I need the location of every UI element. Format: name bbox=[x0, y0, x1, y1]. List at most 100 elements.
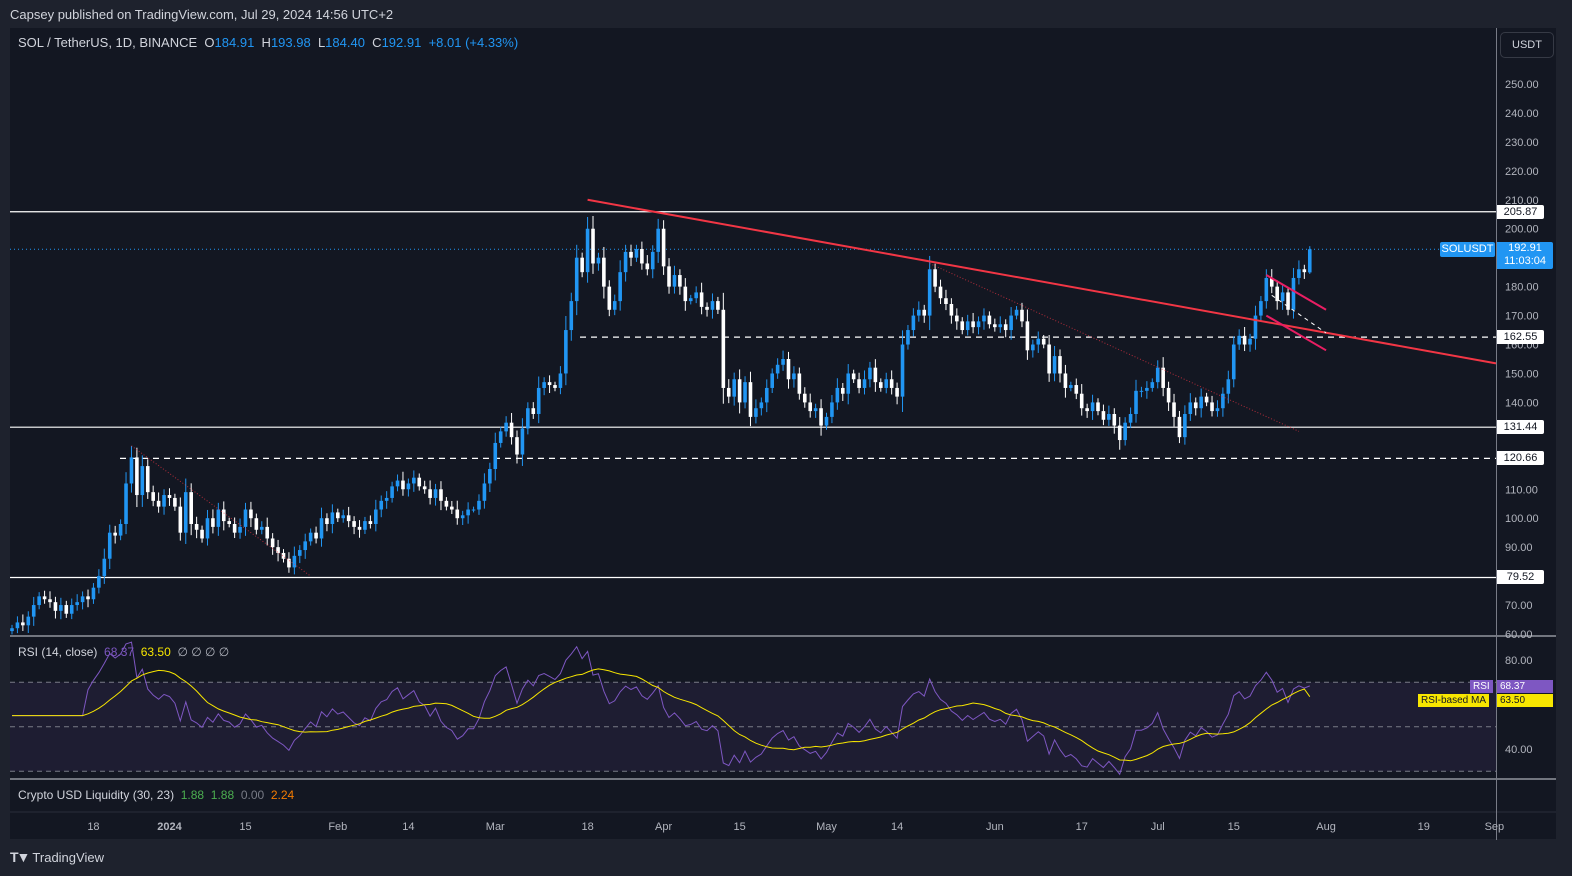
candles bbox=[10, 215, 1312, 635]
candle-body bbox=[1074, 385, 1079, 394]
candle-body bbox=[504, 422, 508, 432]
time-tick: 15 bbox=[1228, 821, 1240, 833]
candle-body bbox=[922, 309, 927, 316]
candle-body bbox=[232, 523, 237, 533]
liquidity-title[interactable]: Crypto USD Liquidity (30, 23) bbox=[18, 788, 175, 802]
candle-body bbox=[694, 292, 698, 299]
candle-body bbox=[591, 228, 595, 264]
candle-body bbox=[80, 596, 85, 603]
candle-body bbox=[917, 309, 921, 316]
candle-body bbox=[868, 367, 872, 380]
time-tick: Jun bbox=[986, 821, 1004, 833]
time-tick: Apr bbox=[655, 821, 672, 833]
high-value: 193.98 bbox=[270, 35, 311, 50]
rsi-ma-tag-label: RSI-based MA bbox=[1418, 694, 1490, 707]
symbol-title[interactable]: SOL / TetherUS, 1D, BINANCE bbox=[18, 35, 198, 50]
candle-body bbox=[786, 358, 791, 380]
candle-body bbox=[140, 466, 145, 496]
published-by-text: Capsey published on TradingView.com, Jul… bbox=[10, 7, 394, 22]
candle-body bbox=[813, 408, 818, 412]
candle-body bbox=[162, 495, 166, 507]
candle-body bbox=[91, 587, 96, 600]
candle-body bbox=[325, 518, 329, 524]
candle-body bbox=[1090, 402, 1095, 412]
candle-body bbox=[417, 477, 422, 487]
candle-body bbox=[1172, 402, 1176, 417]
candle-body bbox=[515, 437, 519, 455]
candle-body bbox=[1036, 338, 1041, 345]
rsi-ma-value: 63.50 bbox=[140, 645, 171, 659]
close-label: C bbox=[372, 35, 382, 50]
candle-body bbox=[53, 602, 58, 611]
candle-body bbox=[189, 492, 193, 524]
candle-body bbox=[368, 521, 373, 524]
candle-body bbox=[678, 275, 682, 287]
candle-body bbox=[1237, 335, 1241, 345]
tradingview-logo[interactable]: T▼ TradingView bbox=[10, 849, 104, 865]
candle-body bbox=[553, 385, 557, 388]
price-tick: 230.00 bbox=[1505, 137, 1539, 149]
candle-body bbox=[1297, 269, 1301, 278]
rsi-na-values: ∅ ∅ ∅ ∅ bbox=[177, 645, 230, 659]
time-tick: Mar bbox=[486, 821, 505, 833]
currency-button[interactable]: USDT bbox=[1500, 32, 1554, 58]
candle-body bbox=[987, 315, 992, 325]
time-tick: 17 bbox=[1076, 821, 1088, 833]
candle-body bbox=[243, 509, 248, 527]
candle-body bbox=[406, 483, 411, 490]
candle-body bbox=[384, 497, 389, 501]
price-tick: 60.00 bbox=[1505, 629, 1533, 641]
candle-body bbox=[748, 382, 753, 417]
candle-body bbox=[1183, 413, 1187, 438]
candle-body bbox=[764, 387, 769, 403]
candle-body bbox=[135, 457, 139, 496]
candle-body bbox=[1259, 301, 1263, 316]
candle-body bbox=[259, 526, 264, 530]
candle-body bbox=[797, 373, 802, 394]
candle-body bbox=[64, 605, 69, 614]
candle-body bbox=[216, 509, 221, 527]
candle-body bbox=[401, 480, 405, 490]
candle-body bbox=[200, 529, 204, 539]
candle-body bbox=[1128, 413, 1133, 423]
candle-body bbox=[1009, 315, 1013, 331]
price-tick: 240.00 bbox=[1505, 108, 1539, 120]
rsi-title[interactable]: RSI (14, close) bbox=[18, 645, 98, 659]
candle-body bbox=[781, 358, 785, 365]
candle-body bbox=[97, 576, 101, 588]
candle-body bbox=[683, 286, 688, 302]
last-price: 192.91 bbox=[1508, 242, 1542, 254]
chart-frame[interactable] bbox=[10, 28, 1556, 839]
rsi-ma-line bbox=[12, 668, 1311, 762]
candle-body bbox=[1264, 277, 1269, 302]
last-price-tag: 192.91 11:03:04 bbox=[1497, 242, 1553, 269]
candle-body bbox=[955, 315, 959, 322]
candle-body bbox=[1215, 408, 1220, 412]
candle-body bbox=[471, 509, 476, 511]
candle-body bbox=[303, 541, 308, 551]
candle-body bbox=[292, 555, 297, 568]
candle-body bbox=[520, 428, 525, 455]
liquidity-value-4: 2.24 bbox=[270, 788, 295, 802]
candle-body bbox=[526, 408, 530, 429]
candle-body bbox=[824, 416, 829, 426]
candle-body bbox=[840, 387, 845, 394]
rsi-ma-tag-value: 63.50 bbox=[1497, 694, 1553, 707]
candle-body bbox=[15, 622, 20, 629]
candle-body bbox=[1085, 408, 1089, 412]
candle-body bbox=[69, 605, 74, 614]
time-tick: Feb bbox=[328, 821, 347, 833]
candle-body bbox=[1221, 393, 1225, 409]
price-tick: 220.00 bbox=[1505, 166, 1539, 178]
candle-body bbox=[965, 321, 970, 331]
candle-body bbox=[1253, 315, 1258, 339]
candle-body bbox=[249, 509, 253, 519]
candle-body bbox=[270, 538, 275, 548]
candle-body bbox=[564, 330, 568, 374]
time-tick: Jul bbox=[1151, 821, 1165, 833]
candle-body bbox=[363, 521, 367, 530]
candle-body bbox=[672, 275, 677, 287]
candle-body bbox=[759, 402, 764, 409]
candle-body bbox=[944, 298, 948, 304]
